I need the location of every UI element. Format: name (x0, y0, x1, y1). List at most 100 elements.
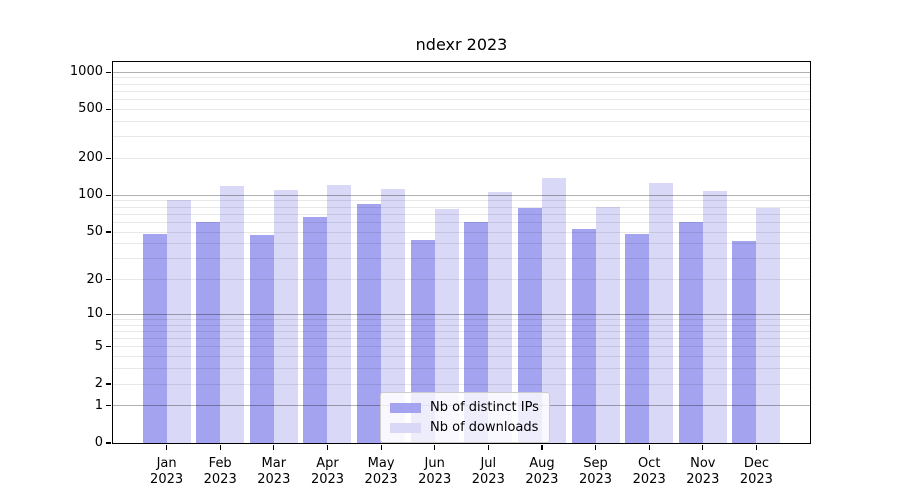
x-tick-mark (166, 445, 168, 450)
gridline-minor (113, 330, 810, 332)
bar-distinct-ips-jan (143, 234, 167, 443)
gridline-major (113, 71, 810, 73)
gridline-minor (113, 99, 810, 101)
bar-downloads-apr (327, 185, 351, 443)
x-tick-month: Jul (480, 456, 497, 471)
gridline-minor (113, 157, 810, 159)
x-tick-year: 2023 (739, 472, 773, 487)
x-tick-label-nov: Nov 2023 (672, 456, 734, 488)
gridline-minor (113, 90, 810, 92)
y-tick-label: 100 (78, 187, 103, 203)
x-tick-month: May (367, 456, 395, 471)
y-tick-mark (106, 346, 111, 348)
x-tick-year: 2023 (364, 472, 398, 487)
bar-downloads-dec (756, 207, 780, 443)
x-tick-year: 2023 (471, 472, 505, 487)
legend-label-downloads: Nb of downloads (430, 420, 539, 435)
x-tick-year: 2023 (525, 472, 559, 487)
y-tick-mark (106, 194, 111, 196)
x-tick-mark (273, 445, 275, 450)
legend-item-downloads: Nb of downloads (390, 420, 539, 435)
x-tick-mark (326, 445, 329, 450)
x-tick-label-may: May 2023 (350, 456, 412, 488)
bar-downloads-jan (167, 199, 191, 443)
gridline-minor (113, 221, 810, 223)
x-tick-month: Jan (156, 456, 177, 471)
gridline-minor (113, 383, 810, 385)
bar-downloads-mar (274, 190, 298, 443)
y-tick-label: 50 (86, 224, 103, 239)
x-tick-month: Feb (208, 456, 232, 471)
x-tick-label-jan: Jan 2023 (136, 456, 198, 488)
gridline-minor (113, 368, 810, 370)
y-tick-label: 200 (78, 150, 103, 166)
gridline-minor (113, 136, 810, 138)
y-tick-mark (106, 71, 111, 73)
x-tick-year: 2023 (418, 472, 452, 487)
y-tick-label: 20 (86, 271, 103, 287)
x-tick-label-apr: Apr 2023 (297, 456, 359, 488)
gridline-major (113, 313, 810, 315)
legend-swatch-downloads (390, 422, 421, 433)
x-tick-label-jun: Jun 2023 (404, 456, 466, 488)
x-tick-mark (702, 445, 704, 450)
gridline-major (113, 194, 810, 196)
y-tick-label: 1000 (69, 64, 103, 80)
x-tick-label-feb: Feb 2023 (189, 456, 251, 488)
x-tick-mark (541, 445, 543, 450)
y-tick-mark (106, 313, 111, 315)
gridline-minor (113, 108, 810, 110)
x-tick-mark (219, 445, 221, 450)
x-tick-year: 2023 (578, 472, 613, 487)
bar-downloads-nov (703, 191, 727, 443)
y-tick-mark (106, 108, 111, 111)
x-tick-mark (487, 445, 489, 450)
x-tick-year: 2023 (150, 472, 184, 487)
bar-downloads-feb (220, 185, 244, 443)
bar-distinct-ips-apr (303, 216, 327, 443)
x-tick-month: Mar (261, 456, 287, 471)
x-tick-year: 2023 (686, 472, 720, 487)
y-tick-mark (106, 279, 111, 281)
gridline-minor (113, 318, 810, 320)
gridline-minor (113, 346, 810, 348)
y-tick-label: 5 (94, 338, 103, 354)
gridline-minor (113, 200, 810, 202)
x-tick-month: Dec (743, 456, 769, 471)
gridline-minor (113, 120, 810, 122)
y-tick-label: 1 (94, 397, 103, 413)
x-tick-year: 2023 (310, 472, 345, 487)
bar-distinct-ips-sep (572, 228, 596, 443)
x-tick-label-mar: Mar 2023 (243, 456, 305, 488)
bar-distinct-ips-feb (196, 222, 220, 443)
x-tick-month: Sep (583, 456, 608, 471)
y-tick-label: 500 (78, 101, 103, 117)
x-tick-year: 2023 (203, 472, 237, 487)
gridline-minor (113, 279, 810, 281)
bar-downloads-sep (596, 207, 620, 443)
x-tick-month: Jun (424, 456, 445, 471)
gridline-minor (113, 206, 810, 208)
y-tick-mark (106, 405, 111, 407)
x-tick-year: 2023 (632, 472, 666, 487)
legend-label-distinct-ips: Nb of distinct IPs (430, 400, 539, 415)
legend: Nb of distinct IPs Nb of downloads (380, 392, 550, 443)
y-tick-mark (106, 231, 111, 233)
plot-area: Nb of distinct IPs Nb of downloads 0 1 2 5 1… (70, 61, 811, 487)
legend-swatch-distinct-ips (390, 402, 421, 413)
x-tick-label-sep: Sep 2023 (565, 456, 627, 488)
x-tick-label-dec: Dec 2023 (725, 456, 787, 488)
x-tick-month: Aug (529, 456, 555, 471)
bar-distinct-ips-dec (732, 241, 756, 443)
gridline-minor (113, 243, 810, 245)
gridline-minor (113, 77, 810, 79)
gridline-minor (113, 338, 810, 340)
x-tick-mark (755, 445, 758, 450)
gridline-minor (113, 258, 810, 260)
bar-distinct-ips-oct (625, 234, 649, 443)
y-tick-label: 2 (94, 376, 103, 391)
gridline-minor (113, 324, 810, 326)
bar-distinct-ips-may (357, 203, 381, 443)
gridline-minor (113, 83, 810, 85)
